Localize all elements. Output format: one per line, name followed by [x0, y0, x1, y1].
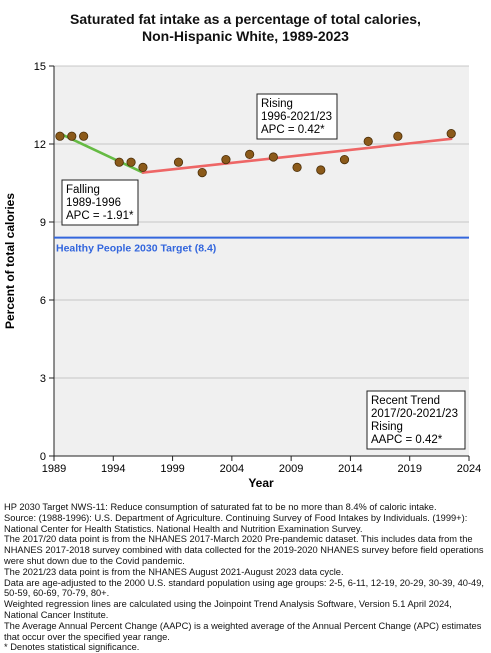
y-tick-label: 0 [40, 451, 46, 463]
recent-trend-annotation-text: Rising [371, 421, 403, 433]
footnote-line: Source: (1988-1996): U.S. Department of … [4, 512, 468, 534]
footnote-line: * Denotes statistical significance. [4, 642, 140, 653]
falling-annotation-text: APC = -1.91* [66, 210, 134, 222]
x-tick-label: 1989 [42, 463, 66, 475]
x-tick-label: 2024 [457, 463, 481, 475]
data-point [292, 162, 302, 172]
data-point [173, 157, 184, 167]
x-axis-label: Year [248, 476, 274, 490]
footnote-line: HP 2030 Target NWS-11: Reduce consumptio… [4, 502, 437, 512]
x-tick-label: 2004 [220, 463, 244, 475]
data-point [393, 131, 403, 141]
x-tick-label: 2019 [397, 463, 421, 475]
rising-annotation-box [256, 93, 338, 140]
recent-trend-annotation-box [366, 390, 466, 450]
chart-title-line-1: Saturated fat intake as a percentage of … [70, 11, 421, 27]
recent-trend-annotation-text: 2017/20-2021/23 [371, 408, 458, 420]
data-point [67, 131, 77, 141]
data-point [197, 168, 207, 178]
data-point [339, 155, 350, 165]
x-tick-label: 2014 [338, 463, 362, 475]
footnote-line: Data are age-adjusted to the 2000 U.S. s… [4, 577, 484, 599]
data-point [245, 149, 255, 159]
data-point [138, 162, 148, 172]
data-point [316, 165, 326, 175]
trend-segment-2 [141, 137, 453, 174]
data-point [221, 155, 231, 165]
footnote-line: Weighted regression lines are calculated… [4, 599, 452, 620]
y-tick-label: 3 [40, 373, 46, 385]
x-tick-label: 1994 [101, 463, 125, 475]
footnote-line: The 2017/20 data point is from the NHANE… [4, 534, 484, 566]
y-tick-label: 12 [34, 139, 46, 151]
data-point [79, 131, 89, 141]
rising-annotation-text: Rising [261, 98, 293, 110]
data-point [114, 157, 124, 167]
rising-annotation-text: APC = 0.42* [261, 124, 325, 136]
chart-area: 0 3 6 9 12 15 1989 1994 1999 2004 2009 2014 2019 2024… [3, 61, 481, 490]
data-point [363, 136, 373, 146]
y-tick-label: 6 [40, 295, 46, 307]
footnote-line: The 2021/23 data point is from the NHANE… [4, 566, 344, 577]
x-tick-label: 1999 [160, 463, 184, 475]
data-point [268, 152, 278, 162]
chart-title-line-2: Non-Hispanic White, 1989-2023 [142, 28, 349, 44]
data-point [446, 129, 456, 139]
target-label: Healthy People 2030 Target (8.4) [56, 243, 216, 255]
y-axis-label: Percent of total calories [3, 193, 17, 329]
data-point [126, 157, 136, 167]
falling-annotation-box [61, 179, 139, 226]
y-tick-label: 9 [40, 217, 46, 229]
chart-title: Saturated fat intake as a percentage of … [0, 11, 491, 45]
x-tick-label: 2009 [279, 463, 303, 475]
recent-trend-annotation-text: AAPC = 0.42* [371, 434, 443, 446]
footnotes: HP 2030 Target NWS-11: Reduce consumptio… [4, 502, 486, 653]
data-point [55, 131, 65, 141]
recent-trend-annotation-text: Recent Trend [371, 395, 440, 407]
y-tick-label: 15 [34, 61, 46, 73]
footnote-line: The Average Annual Percent Change (AAPC)… [4, 620, 482, 642]
axis-ticks: 0 3 6 9 12 15 1989 1994 1999 2004 2009 2014 2019 2024 [34, 61, 481, 475]
falling-annotation-text: 1989-1996 [66, 197, 121, 209]
falling-annotation-text: Falling [66, 184, 100, 196]
data-points [55, 129, 456, 178]
rising-annotation-text: 1996-2021/23 [261, 111, 332, 123]
target-line-group: Healthy People 2030 Target (8.4) [54, 236, 469, 255]
